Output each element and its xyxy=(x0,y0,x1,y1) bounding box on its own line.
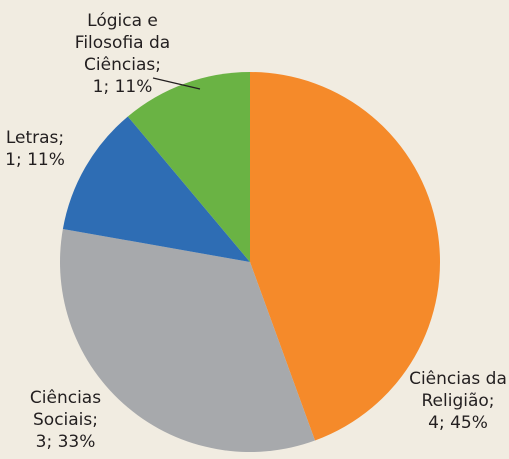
slice-label: Ciências da Religião; 4; 45% xyxy=(398,368,509,434)
pie-slice xyxy=(60,229,315,452)
slice-label: Letras; 1; 11% xyxy=(0,127,75,171)
pie-slice xyxy=(62,116,250,262)
label-separator: ; xyxy=(155,55,161,75)
label-separator: ; xyxy=(58,128,65,148)
category-name: Lógica e Filosofia da Ciências xyxy=(74,11,171,75)
slice-label: Lógica e Filosofia da Ciências; 1; 11% xyxy=(55,10,190,98)
value-label: 4; 45% xyxy=(428,413,488,433)
leader-line xyxy=(152,77,201,90)
value-label: 1; 11% xyxy=(92,77,153,97)
label-separator: ; xyxy=(92,410,98,430)
category-name: Ciências da Religião xyxy=(409,369,507,411)
slice-label: Ciências Sociais; 3; 33% xyxy=(18,387,113,453)
value-label: 1; 11% xyxy=(5,150,65,170)
category-name: Ciências Sociais xyxy=(29,388,102,430)
category-name: Letras xyxy=(5,128,59,148)
label-separator: ; xyxy=(488,391,495,411)
value-label: 3; 33% xyxy=(35,432,96,452)
pie-slice xyxy=(127,72,250,262)
pie-slice xyxy=(250,72,440,441)
